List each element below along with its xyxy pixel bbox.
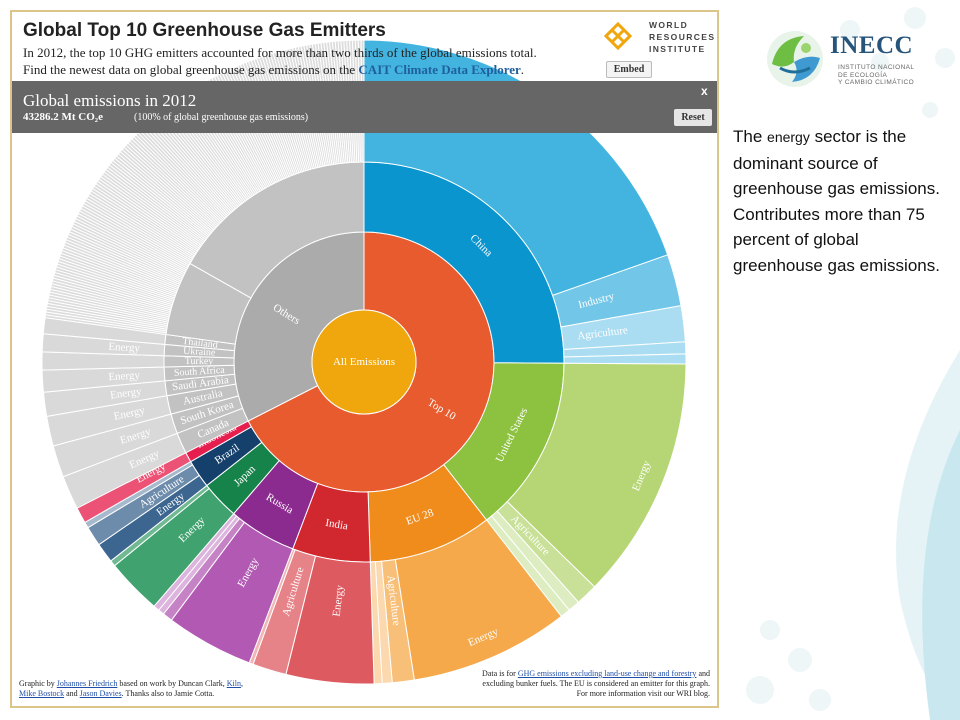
inecc-wordmark: INECC [830, 32, 914, 59]
close-icon[interactable]: x [701, 84, 708, 98]
inecc-fullname: INSTITUTO NACIONAL DE ECOLOGÍA Y CAMBIO … [838, 64, 915, 86]
country-label-south-africa: South Africa [174, 365, 226, 379]
embed-button[interactable]: Embed [606, 61, 652, 78]
wri-logo-icon [603, 21, 633, 51]
sector-label-saudi-arabia-energy: Energy [109, 386, 142, 402]
sector-label-south-africa-energy: Energy [108, 369, 141, 383]
country-label-india: India [325, 517, 349, 533]
jason-davies-link[interactable]: Jason Davies [79, 689, 122, 698]
country-label-turkey: Turkey [185, 356, 214, 367]
kiln-link[interactable]: Kiln [226, 679, 241, 688]
author-link[interactable]: Johannes Friedrich [56, 679, 118, 688]
country-label-ukraine: Ukraine [183, 346, 216, 359]
sunburst-chart[interactable]: Top 10ChinaEnergyIndustryAgricultureUnit… [12, 12, 717, 706]
graphic-panel: Top 10ChinaEnergyIndustryAgricultureUnit… [10, 10, 719, 708]
selection-title: Global emissions in 2012 [23, 91, 197, 110]
reset-button[interactable]: Reset [674, 109, 712, 126]
sector-label-ukraine-energy: Energy [108, 341, 141, 355]
sector-label-china-agriculture: Agriculture [577, 324, 629, 342]
graphic-subtitle: In 2012, the top 10 GHG emitters account… [23, 45, 537, 60]
graphic-title: Global Top 10 Greenhouse Gas Emitters [23, 20, 386, 41]
sector-label-india-energy: Energy [331, 584, 346, 617]
inecc-emblem-icon [767, 31, 823, 87]
wri-wordmark: WORLD RESOURCES INSTITUTE [649, 20, 716, 54]
selection-share-note: (100% of global greenhouse gas emissions… [134, 112, 309, 123]
root-label: All Emissions [333, 356, 395, 368]
inecc-logo: INECC INSTITUTO NACIONAL DE ECOLOGÍA Y C… [764, 28, 934, 98]
mike-bostock-link[interactable]: Mike Bostock [19, 689, 65, 698]
selection-value: 43286.2 Mt CO₂e [23, 111, 103, 123]
energy-sector-note: The energy sector is the dominant source… [733, 127, 940, 275]
selection-info-bar: Global emissions in 2012 43286.2 Mt CO₂e… [12, 81, 717, 133]
cait-link[interactable]: CAIT Climate Data Explorer [358, 62, 521, 77]
footer-credits: Graphic by Johannes Friedrich based on w… [19, 679, 243, 698]
footer-data-note: Data is for GHG emissions excluding land… [482, 669, 710, 698]
root-circle[interactable] [311, 309, 417, 415]
graphic-subtitle-link-line: Find the newest data on global greenhous… [23, 62, 525, 77]
data-definition-link[interactable]: GHG emissions excluding land-use change … [517, 669, 697, 678]
